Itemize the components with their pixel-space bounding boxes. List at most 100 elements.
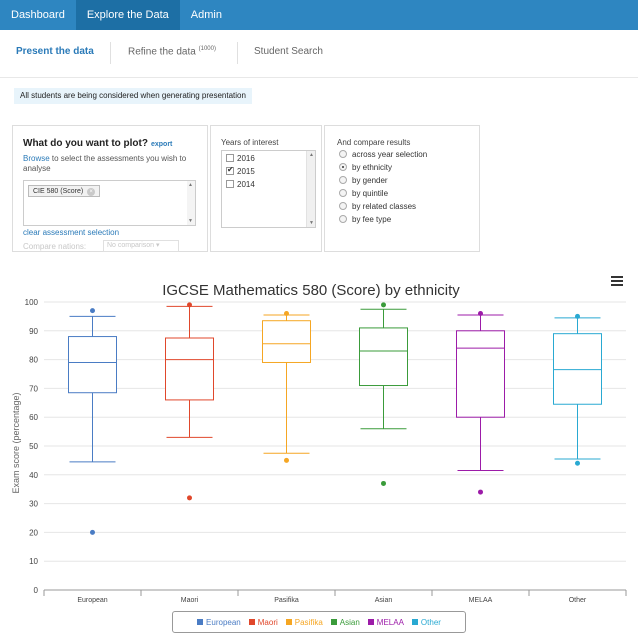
assessment-scrollbar[interactable]: ▲ ▼ (187, 181, 195, 225)
chart-container: IGCSE Mathematics 580 (Score) by ethnici… (0, 268, 638, 640)
checkbox-checked-icon[interactable] (226, 165, 234, 175)
years-panel: Years of interest 2016 2015 2014 ▲ ▼ (210, 125, 322, 252)
outlier-point (187, 302, 192, 308)
outlier-point (381, 302, 386, 308)
assessment-tag-label: CIE 580 (Score) (33, 188, 84, 195)
box-iqr (359, 327, 408, 387)
legend-swatch (330, 619, 337, 625)
legend-label: Other (420, 617, 441, 627)
chart-legend: European Maori Pasifika Asian MELAA Other (172, 611, 466, 633)
nav-admin[interactable]: Admin (190, 9, 222, 21)
legend-label: Asian (339, 617, 360, 627)
plot-selection-panel: What do you want to plot? export Browse t… (12, 125, 208, 252)
plot-panel-title: What do you want to plot? export (23, 138, 172, 149)
checkbox-icon[interactable] (226, 180, 234, 188)
top-navbar: Dashboard Explore the Data Admin (0, 0, 638, 30)
years-scrollbar[interactable]: ▲ ▼ (306, 151, 315, 227)
year-option-2016[interactable]: 2016 (226, 154, 255, 164)
outlier-point (284, 457, 289, 463)
scroll-down-arrow-icon[interactable]: ▼ (188, 218, 193, 224)
compare-nations-label: Compare nations: (23, 242, 87, 251)
info-notice: All students are being considered when g… (14, 88, 252, 104)
radio-label: by related classes (352, 202, 417, 211)
x-tick-label: MELAA (469, 597, 493, 604)
box-iqr (456, 330, 505, 418)
outlier-point (478, 489, 483, 495)
outlier-point (575, 460, 580, 466)
radio-icon[interactable] (339, 176, 347, 184)
radio-label: by ethnicity (352, 163, 393, 172)
box-melaa (456, 311, 505, 495)
outlier-point (284, 311, 289, 317)
outlier-point (187, 495, 192, 501)
radio-icon[interactable] (339, 202, 347, 210)
legend-label: MELAA (376, 617, 404, 627)
radio-by-gender[interactable]: by gender (339, 176, 388, 186)
radio-by-fee-type[interactable]: by fee type (339, 215, 391, 225)
y-tick-label: 90 (29, 327, 38, 336)
nav-dashboard[interactable]: Dashboard (11, 9, 65, 21)
radio-label: by fee type (352, 215, 392, 224)
box-iqr (165, 337, 214, 401)
outlier-point (381, 480, 386, 486)
nav-explore-the-data[interactable]: Explore the Data (75, 0, 180, 30)
legend-swatch (411, 619, 418, 625)
years-listbox[interactable]: 2016 2015 2014 ▲ ▼ (221, 150, 316, 228)
export-link[interactable]: export (150, 141, 173, 148)
box-maori (165, 302, 214, 501)
box-iqr (553, 333, 602, 405)
compare-panel-title: And compare results (337, 138, 411, 147)
scroll-up-arrow-icon[interactable]: ▲ (309, 152, 314, 158)
year-label: 2014 (237, 180, 255, 189)
legend-swatch (248, 619, 255, 625)
browse-instructions-text: to select the assessments you wish to an… (23, 154, 187, 173)
legend-item-maori[interactable]: Maori (248, 618, 278, 627)
year-option-2014[interactable]: 2014 (226, 180, 255, 190)
legend-item-melaa[interactable]: MELAA (367, 617, 404, 627)
tab-divider (110, 42, 111, 64)
radio-icon[interactable] (339, 150, 347, 158)
x-tick-label: European (77, 597, 107, 604)
year-option-2015[interactable]: 2015 (226, 165, 255, 177)
x-tick-label: Other (569, 597, 587, 604)
tab-student-search[interactable]: Student Search (254, 46, 323, 57)
y-tick-label: 60 (29, 413, 38, 422)
hamburger-menu-icon[interactable] (611, 276, 623, 286)
legend-item-european[interactable]: European (197, 618, 241, 627)
x-tick-label: Maori (181, 597, 199, 604)
tab-present-the-data[interactable]: Present the data (16, 46, 94, 57)
tab-refine-label: Refine the data (128, 46, 196, 58)
browse-link[interactable]: Browse (23, 154, 50, 163)
assessment-select-box[interactable]: CIE 580 (Score) × ▲ ▼ (23, 180, 196, 226)
legend-label: Pasifika (294, 617, 323, 627)
compare-nations-select[interactable]: No comparison ▾ (103, 240, 179, 252)
compare-results-panel: And compare results across year selectio… (324, 125, 480, 252)
radio-by-related-classes[interactable]: by related classes (339, 202, 416, 212)
tab-refine-the-data[interactable]: Refine the data (1000) (128, 46, 216, 57)
radio-selected-icon[interactable] (339, 163, 347, 171)
radio-by-ethnicity[interactable]: by ethnicity (339, 163, 392, 173)
outlier-point (90, 529, 95, 535)
tab-divider (237, 42, 238, 64)
y-tick-label: 50 (29, 442, 38, 451)
radio-by-quintile[interactable]: by quintile (339, 189, 388, 199)
radio-icon[interactable] (339, 189, 347, 197)
legend-item-asian[interactable]: Asian (330, 617, 360, 627)
radio-icon[interactable] (339, 215, 347, 223)
legend-item-pasifika[interactable]: Pasifika (285, 617, 323, 627)
radio-across-year-selection[interactable]: across year selection (339, 150, 427, 160)
radio-label: by quintile (352, 189, 389, 198)
y-tick-label: 0 (34, 586, 39, 595)
x-tick-label: Pasifika (274, 597, 299, 604)
remove-tag-icon[interactable]: × (87, 188, 96, 196)
scroll-down-arrow-icon[interactable]: ▼ (309, 220, 314, 226)
legend-label: European (206, 617, 241, 627)
checkbox-icon[interactable] (226, 154, 234, 162)
legend-item-other[interactable]: Other (411, 617, 441, 627)
clear-assessment-link[interactable]: clear assessment selection (23, 228, 120, 237)
year-label: 2016 (237, 154, 255, 163)
legend-swatch (285, 619, 292, 625)
outlier-point (478, 311, 483, 317)
browse-instructions: Browse to select the assessments you wis… (23, 154, 203, 174)
scroll-up-arrow-icon[interactable]: ▲ (188, 182, 193, 188)
